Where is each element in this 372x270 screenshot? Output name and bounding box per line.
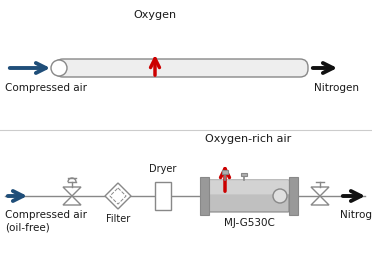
Text: MJ-G530C: MJ-G530C — [224, 218, 275, 228]
Text: Compressed air
(oil-free): Compressed air (oil-free) — [5, 210, 87, 232]
Bar — [200, 177, 209, 215]
Polygon shape — [311, 196, 329, 205]
Polygon shape — [311, 187, 329, 196]
Circle shape — [273, 189, 287, 203]
Circle shape — [51, 60, 67, 76]
Text: Oxygen: Oxygen — [134, 10, 177, 20]
Text: Filter: Filter — [106, 214, 130, 224]
Polygon shape — [63, 187, 81, 196]
Text: Dryer: Dryer — [149, 164, 177, 174]
Bar — [222, 170, 228, 174]
Text: Nitrogen: Nitrogen — [340, 210, 372, 220]
Text: Nitrogen: Nitrogen — [314, 83, 359, 93]
Text: Compressed air: Compressed air — [5, 83, 87, 93]
Text: Oxygen-rich air: Oxygen-rich air — [205, 134, 291, 144]
Bar — [155, 182, 171, 210]
FancyBboxPatch shape — [55, 59, 308, 77]
Bar — [289, 177, 298, 215]
FancyBboxPatch shape — [209, 180, 289, 194]
FancyBboxPatch shape — [209, 180, 289, 212]
Polygon shape — [63, 196, 81, 205]
Polygon shape — [105, 183, 131, 209]
Bar — [241, 173, 247, 176]
